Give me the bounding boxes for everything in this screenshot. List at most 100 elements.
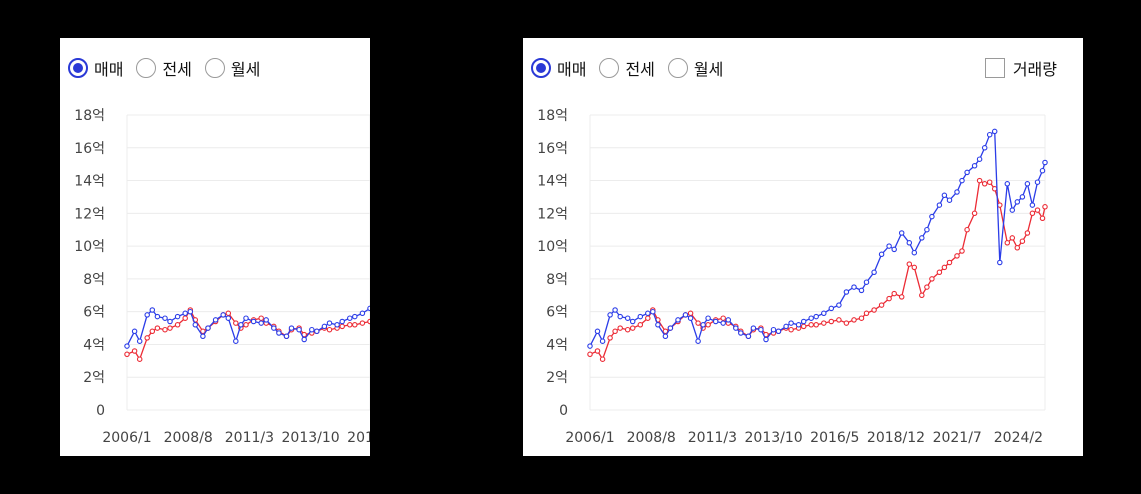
radio-label-jeonse: 전세	[162, 60, 192, 79]
x-tick-label: 2008/8	[164, 430, 213, 446]
data-point-jeonse	[858, 315, 865, 321]
radio-selected-icon	[531, 58, 551, 78]
radio-label-jeonse: 전세	[625, 60, 655, 79]
data-point-sale	[763, 336, 769, 343]
data-point-sale	[745, 333, 752, 340]
radio-unselected-icon	[136, 58, 157, 78]
data-point-sale	[339, 318, 345, 325]
y-tick-label: 6억	[83, 305, 105, 321]
data-point-sale	[276, 330, 282, 336]
data-point-jeonse	[981, 181, 988, 187]
y-tick-label: 10억	[74, 239, 105, 255]
chart-panel-right: 매매 전세 월세 거래량 0 2억 4억 6억 8억 10억 12억 14억 16억 18억 200…	[523, 38, 1083, 456]
data-point-sale	[594, 328, 601, 335]
x-tick-label: 2024/2	[994, 430, 1043, 446]
radio-option-sale[interactable]: 매매	[68, 56, 123, 80]
x-tick-label: 2011/3	[688, 430, 737, 446]
data-point-sale	[192, 322, 199, 328]
data-point-sale	[1039, 167, 1046, 174]
data-point-sale	[843, 289, 850, 295]
data-point-sale	[986, 131, 993, 138]
data-point-jeonse	[243, 322, 249, 328]
data-point-jeonse	[182, 315, 188, 321]
data-point-sale	[629, 318, 636, 325]
data-point-sale	[587, 343, 593, 349]
data-point-jeonse	[359, 320, 366, 326]
data-point-jeonse	[662, 328, 669, 335]
radio-label-monthly-rent: 월세	[693, 60, 724, 79]
data-point-jeonse	[836, 317, 842, 323]
data-point-sale	[1042, 159, 1048, 166]
data-point-sale	[136, 338, 143, 344]
data-point-sale	[851, 284, 857, 290]
data-point-sale	[1034, 179, 1041, 185]
data-point-sale	[599, 338, 606, 344]
radio-option-sale[interactable]: 매매	[531, 56, 586, 80]
data-point-sale	[675, 317, 681, 323]
data-point-sale	[871, 269, 877, 276]
data-point-sale	[314, 328, 320, 335]
data-point-jeonse	[800, 323, 807, 330]
data-point-jeonse	[617, 325, 623, 331]
y-tick-label: 16억	[537, 141, 568, 157]
data-point-jeonse	[687, 310, 694, 317]
radio-option-jeonse[interactable]: 전세	[136, 56, 192, 80]
radio-option-monthly-rent[interactable]: 월세	[667, 56, 724, 80]
data-point-sale	[1014, 199, 1021, 205]
data-point-jeonse	[851, 317, 857, 323]
data-point-sale	[233, 338, 239, 344]
data-point-sale	[347, 315, 353, 321]
volume-checkbox-label: 거래량	[1012, 60, 1057, 79]
radio-unselected-icon	[204, 58, 225, 78]
data-point-sale	[695, 338, 701, 344]
data-point-jeonse	[1039, 215, 1046, 222]
data-point-jeonse	[898, 294, 905, 300]
y-tick-label: 6억	[546, 305, 568, 321]
data-point-sale	[1004, 181, 1011, 187]
data-point-sale	[775, 328, 782, 335]
data-point-sale	[250, 318, 257, 325]
price-chart-left: 0 2억 4억 6억 8억 10억 12억 14억 16억 18억 2006/1 2008/8 2011…	[74, 108, 370, 446]
data-point-sale	[334, 322, 340, 328]
data-point-jeonse	[941, 264, 948, 271]
x-tick-label: 2016/5	[347, 430, 370, 446]
y-tick-label: 18억	[74, 108, 105, 124]
x-tick-label: 2011/3	[225, 430, 274, 446]
data-point-sale	[959, 177, 965, 184]
data-point-jeonse	[976, 177, 983, 184]
data-point-sale	[720, 320, 726, 326]
y-tick-label: 4억	[546, 337, 568, 353]
radio-unselected-icon	[667, 58, 688, 78]
data-point-jeonse	[637, 322, 644, 328]
data-point-sale	[758, 326, 764, 333]
y-tick-label: 2억	[546, 370, 568, 386]
data-point-sale	[238, 322, 244, 328]
chart-panel-left: 매매 전세 월세 0 2억 4억 6억 8억 10억 12억 14억 16억 18억 2006/1 2…	[60, 38, 370, 456]
data-point-jeonse	[174, 322, 181, 328]
data-point-jeonse	[200, 328, 206, 335]
data-point-sale	[607, 312, 613, 318]
data-point-jeonse	[946, 259, 953, 266]
data-point-sale	[924, 226, 930, 233]
data-point-sale	[124, 343, 130, 349]
data-point-sale	[682, 312, 689, 318]
series-jeonse	[587, 177, 1048, 362]
series-line-sale	[589, 130, 1046, 347]
data-point-jeonse	[906, 261, 913, 267]
data-point-jeonse	[339, 323, 345, 330]
data-point-jeonse	[863, 310, 870, 317]
data-point-jeonse	[587, 351, 593, 358]
y-tick-label: 12억	[537, 206, 568, 222]
data-point-jeonse	[629, 325, 636, 331]
radio-option-monthly-rent[interactable]: 월세	[204, 56, 260, 80]
data-point-jeonse	[1019, 238, 1026, 244]
volume-checkbox[interactable]: 거래량	[984, 56, 1057, 80]
data-point-jeonse	[878, 302, 885, 308]
price-chart-right: 0 2억 4억 6억 8억 10억 12억 14억 16억 18억 2006/1 2008/8 2011…	[537, 108, 1048, 446]
radio-unselected-icon	[599, 58, 620, 78]
data-point-sale	[212, 317, 219, 323]
data-point-sale	[1029, 202, 1036, 208]
data-point-sale	[687, 315, 694, 321]
radio-option-jeonse[interactable]: 전세	[599, 56, 655, 80]
data-point-sale	[662, 333, 669, 340]
